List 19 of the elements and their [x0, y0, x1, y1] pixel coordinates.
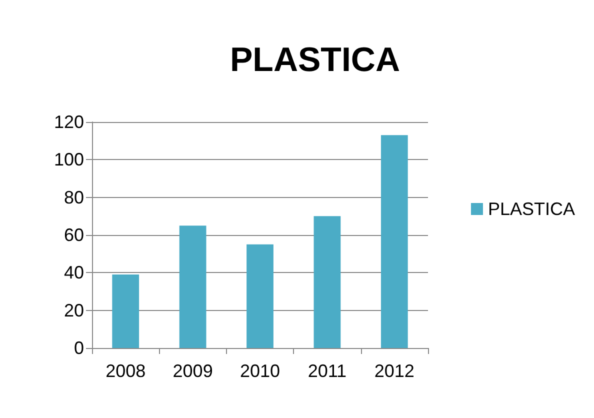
x-tick-label: 2010: [240, 361, 280, 381]
x-tick-label: 2011: [308, 361, 347, 381]
y-tick-label: 40: [64, 262, 84, 283]
bar: [246, 244, 274, 348]
legend-label: PLASTICA: [488, 199, 575, 219]
bar: [314, 216, 341, 348]
bar: [179, 226, 206, 348]
bar: [380, 135, 408, 348]
y-tick-label: 100: [54, 150, 84, 170]
y-tick-label: 0: [74, 338, 84, 358]
y-tick-label: 80: [64, 187, 84, 208]
y-tick-label: 60: [64, 225, 84, 245]
chart-title: PLASTICA: [230, 41, 400, 79]
x-tick-label: 2009: [172, 361, 213, 381]
y-tick-label: 120: [54, 112, 84, 132]
x-tick-label: 2012: [374, 361, 414, 381]
bar: [112, 274, 140, 348]
x-tick-label: 2008: [106, 361, 146, 381]
y-tick-label: 20: [64, 300, 84, 320]
